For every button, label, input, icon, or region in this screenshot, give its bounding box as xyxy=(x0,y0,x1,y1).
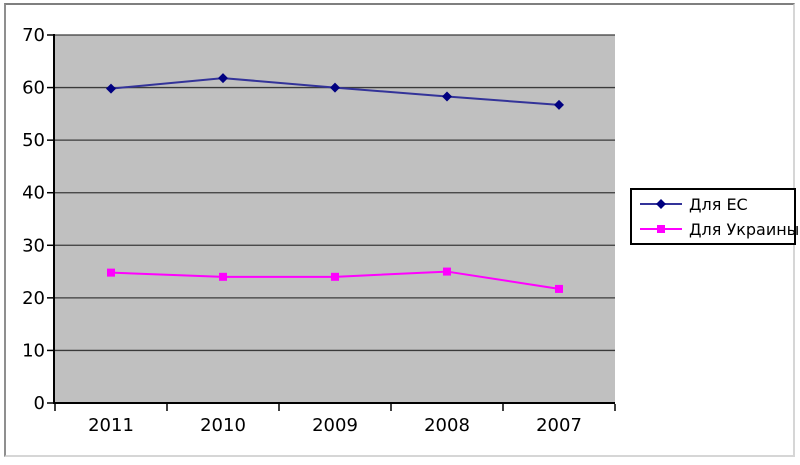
y-tick-label: 0 xyxy=(34,393,45,414)
legend-sample-eu xyxy=(640,198,682,210)
plot-area xyxy=(55,35,615,403)
series-1-square-marker xyxy=(219,272,227,281)
legend-item-ukraine: Для Украины xyxy=(640,218,799,240)
series-1-square-marker xyxy=(555,284,563,293)
diamond-marker-icon xyxy=(656,199,666,209)
y-tick-label: 50 xyxy=(22,130,45,151)
series-0-diamond-marker xyxy=(218,73,228,84)
y-tick-label: 20 xyxy=(22,288,45,309)
legend-label-eu: Для ЕС xyxy=(689,194,748,214)
series-1-square-marker xyxy=(107,268,115,277)
y-tick-label: 40 xyxy=(22,183,45,204)
square-marker-icon xyxy=(657,225,665,233)
series-1-square-marker xyxy=(443,267,451,276)
series-1-square-marker xyxy=(331,272,339,281)
series-0-diamond-marker xyxy=(554,99,564,110)
series-0-diamond-marker xyxy=(106,83,116,94)
y-tick-label: 60 xyxy=(22,78,45,99)
series-0-diamond-marker xyxy=(442,91,452,102)
y-tick-label: 30 xyxy=(22,235,45,256)
series-0-diamond-marker xyxy=(330,82,340,93)
x-tick-label: 2008 xyxy=(424,415,470,436)
y-tick-label: 10 xyxy=(22,340,45,361)
x-tick-label: 2007 xyxy=(536,415,582,436)
legend-item-eu: Для ЕС xyxy=(640,193,794,215)
legend-label-ukraine: Для Украины xyxy=(689,219,800,239)
x-tick-label: 2009 xyxy=(312,415,358,436)
legend: Для ЕС Для Украины xyxy=(630,188,799,245)
x-tick-label: 2010 xyxy=(200,415,246,436)
legend-sample-ukraine xyxy=(640,223,682,235)
x-tick-label: 2011 xyxy=(88,415,134,436)
y-tick-label: 70 xyxy=(22,25,45,46)
